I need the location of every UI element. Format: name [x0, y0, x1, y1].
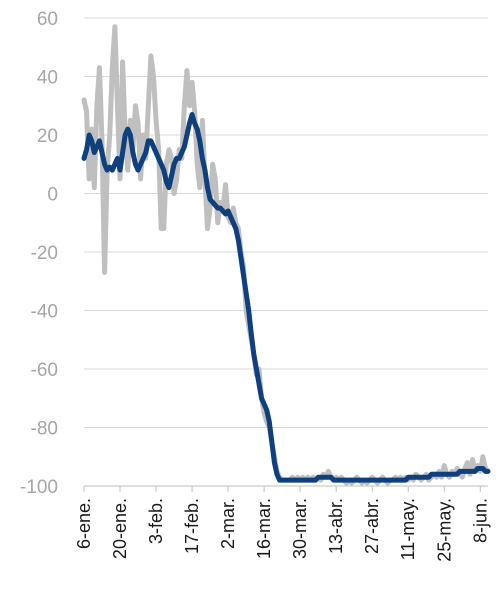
x-tick-label: 16-mar. [254, 498, 274, 559]
y-tick-label: 40 [37, 68, 58, 89]
y-tick-label: 0 [47, 185, 58, 206]
plot-area [81, 24, 491, 486]
y-tick-label: 20 [37, 126, 58, 147]
x-tick-label: 30-mar. [290, 498, 310, 559]
x-tick-label: 20-ene. [110, 498, 130, 559]
series-line-smoothed [81, 112, 491, 483]
x-tick-label: 6-ene. [74, 498, 94, 549]
y-tick-label: -100 [20, 477, 58, 498]
x-tick-label: 17-feb. [182, 498, 202, 554]
x-tick-label: 13-abr. [326, 498, 346, 554]
x-tick-label: 11-may. [398, 498, 418, 560]
y-tick-label: 60 [37, 9, 58, 30]
y-axis: 60 40 20 0 -20 -40 -60 -80 -100 [20, 9, 58, 498]
y-tick-label: -40 [31, 302, 58, 323]
y-tick-label: -60 [31, 360, 58, 381]
gridlines [84, 17, 488, 487]
x-tick-label: 2-mar. [218, 498, 238, 549]
y-tick-label: -20 [31, 243, 58, 264]
x-tick-label: 27-abr. [362, 498, 382, 554]
x-tick-label: 8-jun. [470, 498, 490, 543]
x-tick-label: 3-feb. [146, 498, 166, 544]
y-tick-label: -80 [31, 419, 58, 440]
x-tick-label: 25-may. [434, 498, 454, 562]
series-line-daily [81, 24, 491, 486]
x-axis: 6-ene. 20-ene. 3-feb. 17-feb. 2-mar. 16-mar. 3… [74, 486, 490, 562]
